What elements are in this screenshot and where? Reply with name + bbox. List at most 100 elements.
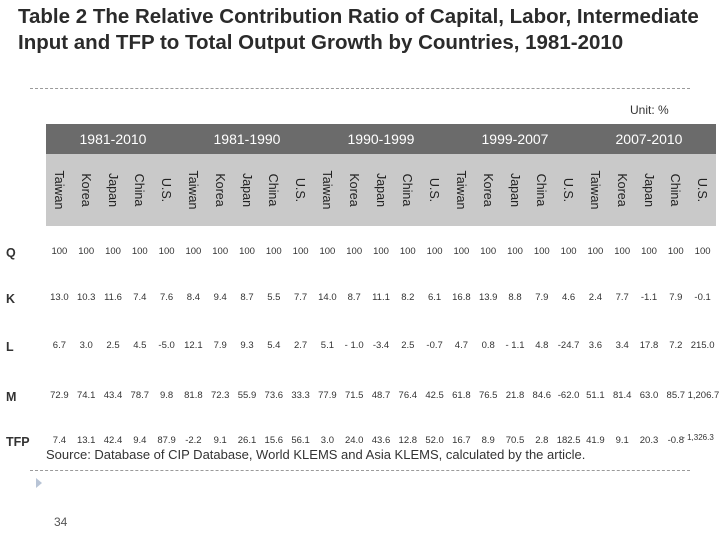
period-header: 1990-1999 xyxy=(347,131,415,147)
country-header: Taiwan xyxy=(582,154,608,226)
table-cell: 4.6 xyxy=(561,292,576,303)
table-cell: 7.9 xyxy=(213,340,227,351)
table-cell: 9.3 xyxy=(240,340,254,351)
table-cell: 3.4 xyxy=(615,340,629,351)
country-label: Taiwan xyxy=(320,170,334,210)
period-header-bar: 1981-2010 1981-1990 1990-1999 1999-2007 … xyxy=(46,124,716,154)
country-header: Taiwan xyxy=(314,154,340,226)
table-cell: 55.9 xyxy=(237,390,257,401)
table-cell: 8.7 xyxy=(347,292,361,303)
table-cell: 100 xyxy=(373,246,389,257)
table-cell: 16.7 xyxy=(452,435,471,446)
table-cell: 100 xyxy=(694,246,711,257)
row-label: Q xyxy=(6,246,16,260)
table-cell: 100 xyxy=(51,246,68,257)
table-cell: 85.7 xyxy=(666,390,686,401)
table-cell: 5.5 xyxy=(267,292,281,303)
table-cell: 12.1 xyxy=(184,340,203,351)
table-cell: - 1.0 xyxy=(344,340,364,351)
table-cell: 4.5 xyxy=(133,340,147,351)
table-cell: 43.6 xyxy=(371,435,391,446)
table-cell: 12.8 xyxy=(398,435,418,446)
unit-label: Unit: % xyxy=(630,103,669,117)
table-cell: 33.3 xyxy=(291,390,310,401)
table-cell: 13.0 xyxy=(50,292,69,303)
table-cell: 9.4 xyxy=(133,435,147,446)
country-label: U.S. xyxy=(427,177,442,203)
country-header: U.S. xyxy=(287,154,313,226)
table-cell: -0.7 xyxy=(426,340,443,351)
table-cell: 24.0 xyxy=(344,435,364,446)
country-label: Taiwan xyxy=(186,170,200,210)
country-label: China xyxy=(400,173,415,207)
country-label: Japan xyxy=(105,172,120,208)
country-header: Japan xyxy=(100,154,126,226)
row-label: L xyxy=(6,340,14,354)
table-cell: 7.2 xyxy=(669,340,683,351)
table-cell: 78.7 xyxy=(130,390,150,401)
table-cell: 8.7 xyxy=(240,292,254,303)
table-cell: 0.8 xyxy=(481,340,495,351)
slide-title: Table 2 The Relative Contribution Ratio … xyxy=(18,5,699,54)
table-cell: 2.7 xyxy=(293,340,308,351)
table-cell: 2.5 xyxy=(106,340,120,351)
country-label: Korea xyxy=(480,173,495,207)
table-cell: 2.5 xyxy=(401,340,415,351)
table-cell: 61.8 xyxy=(452,390,471,401)
table-cell: 215.0 xyxy=(690,340,715,351)
table-cell: 20.3 xyxy=(639,435,659,446)
table-cell: 100 xyxy=(560,246,577,257)
table-cell: 7.9 xyxy=(535,292,549,303)
table-cell: 51.1 xyxy=(586,390,605,401)
table-cell: 100 xyxy=(185,246,202,257)
table-cell: 7.6 xyxy=(159,292,174,303)
country-label: Japan xyxy=(507,172,522,208)
table-cell: 9.1 xyxy=(615,435,629,446)
footer-marker-icon xyxy=(36,478,42,488)
country-header: U.S. xyxy=(153,154,179,226)
country-header: U.S. xyxy=(555,154,581,226)
table-cell: 4.7 xyxy=(454,340,468,351)
table-cell: 100 xyxy=(453,246,470,257)
table-cell: 70.5 xyxy=(505,435,525,446)
table-cell: 3.0 xyxy=(320,435,334,446)
table-cell: 5.1 xyxy=(320,340,334,351)
table-cell: - 1,326.3 xyxy=(682,433,714,442)
table-cell: 48.7 xyxy=(371,390,391,401)
table-cell: 87.9 xyxy=(157,435,176,446)
table-cell: 9.4 xyxy=(213,292,227,303)
table-cell: 10.3 xyxy=(76,292,96,303)
table-cell: 11.1 xyxy=(372,292,390,303)
country-header: Taiwan xyxy=(46,154,72,226)
table-cell: 76.5 xyxy=(478,390,498,401)
country-label: Taiwan xyxy=(588,170,602,210)
table-cell: 3.0 xyxy=(79,340,93,351)
country-header: Korea xyxy=(207,154,233,226)
country-header: Japan xyxy=(502,154,528,226)
table-cell: 13.9 xyxy=(478,292,498,303)
table-cell: 100 xyxy=(346,246,363,257)
table-cell: 100 xyxy=(667,246,684,257)
table-cell: 5.4 xyxy=(267,340,281,351)
period-header: 1981-1990 xyxy=(213,131,281,147)
country-label: Korea xyxy=(78,173,93,207)
table-cell: 100 xyxy=(292,246,309,257)
table-cell: 100 xyxy=(212,246,229,257)
country-header: China xyxy=(260,154,286,226)
table-cell: 71.5 xyxy=(344,390,364,401)
table-cell: 14.0 xyxy=(318,292,337,303)
table-cell: 9.1 xyxy=(213,435,227,446)
table-cell: 100 xyxy=(78,246,95,257)
table-cell: 6.1 xyxy=(427,292,442,303)
table-cell: 8.8 xyxy=(508,292,522,303)
title-divider xyxy=(30,88,690,89)
table-cell: 100 xyxy=(319,246,336,257)
period-header: 1981-2010 xyxy=(79,131,147,147)
country-label: Korea xyxy=(614,173,629,207)
row-label: M xyxy=(6,390,17,404)
table-cell: 41.9 xyxy=(586,435,605,446)
country-label: U.S. xyxy=(293,177,308,203)
table-cell: -0.8 xyxy=(667,435,684,446)
country-header: Taiwan xyxy=(180,154,206,226)
table-cell: 84.6 xyxy=(532,390,552,401)
